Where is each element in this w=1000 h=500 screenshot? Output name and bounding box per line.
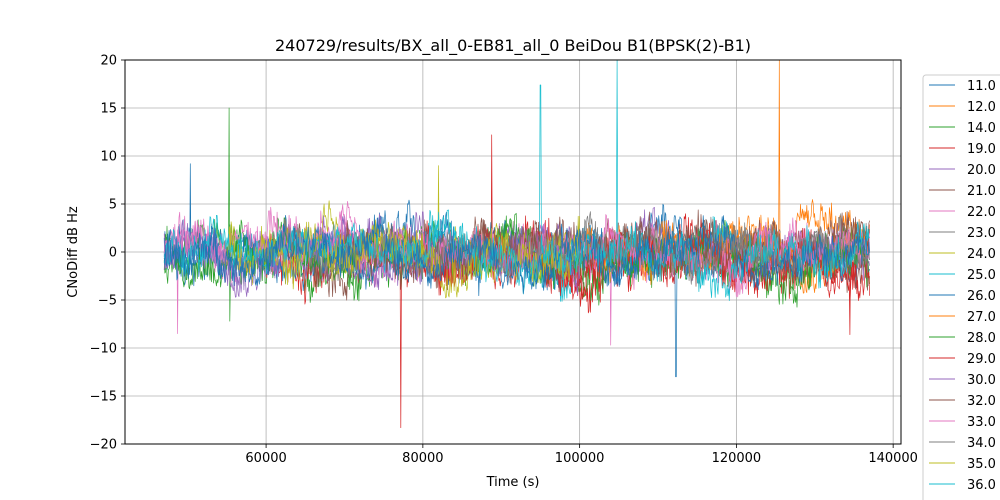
legend-label: 22.0 bbox=[967, 205, 996, 220]
plot-series bbox=[163, 60, 870, 429]
y-tick-label: −10 bbox=[90, 342, 117, 357]
y-tick-label: 15 bbox=[100, 102, 117, 117]
legend-label: 30.0 bbox=[967, 373, 996, 388]
x-tick-label: 60000 bbox=[245, 451, 286, 466]
legend-label: 32.0 bbox=[967, 394, 996, 409]
legend-label: 27.0 bbox=[967, 310, 996, 325]
legend-label: 23.0 bbox=[967, 226, 996, 241]
x-axis-ticks: 60000 80000 100000 120000 140000 bbox=[245, 444, 918, 466]
y-tick-label: 0 bbox=[109, 246, 117, 261]
x-tick-label: 100000 bbox=[555, 451, 605, 466]
legend-label: 11.0 bbox=[967, 79, 996, 94]
legend-label: 19.0 bbox=[967, 142, 996, 157]
legend-label: 26.0 bbox=[967, 289, 996, 304]
legend-label: 29.0 bbox=[967, 352, 996, 367]
legend-label: 35.0 bbox=[967, 457, 996, 472]
y-tick-label: −5 bbox=[98, 294, 117, 309]
series-line-37.0 bbox=[163, 214, 870, 294]
x-tick-label: 140000 bbox=[868, 451, 918, 466]
chart-title: 240729/results/BX_all_0-EB81_all_0 BeiDo… bbox=[275, 36, 751, 56]
legend-label: 14.0 bbox=[967, 121, 996, 136]
legend-label: 21.0 bbox=[967, 184, 996, 199]
legend-box bbox=[922, 74, 1000, 500]
legend-label: 33.0 bbox=[967, 415, 996, 430]
y-axis-label: CNoDiff dB Hz bbox=[66, 206, 81, 298]
y-tick-label: 5 bbox=[109, 198, 117, 213]
y-tick-label: 10 bbox=[100, 150, 117, 165]
legend-label: 36.0 bbox=[967, 478, 996, 493]
x-axis-label: Time (s) bbox=[486, 475, 540, 490]
legend-label: 28.0 bbox=[967, 331, 996, 346]
legend-label: 12.0 bbox=[967, 100, 996, 115]
y-axis-ticks: −20 −15 −10 −5 0 5 10 15 20 bbox=[90, 54, 125, 453]
legend-label: 24.0 bbox=[967, 247, 996, 262]
series-line-35.0 bbox=[226, 215, 580, 299]
y-tick-label: −20 bbox=[90, 438, 117, 453]
y-tick-label: −15 bbox=[90, 390, 117, 405]
legend-label: 34.0 bbox=[967, 436, 996, 451]
x-tick-label: 80000 bbox=[402, 451, 443, 466]
x-tick-label: 120000 bbox=[712, 451, 762, 466]
legend-label: 25.0 bbox=[967, 268, 996, 283]
y-tick-label: 20 bbox=[100, 54, 117, 69]
legend-label: 20.0 bbox=[967, 163, 996, 178]
legend: 11.0 12.0 14.0 19.0 20.0 21.0 22.0 23.0 24.0 25.0… bbox=[922, 74, 1000, 500]
